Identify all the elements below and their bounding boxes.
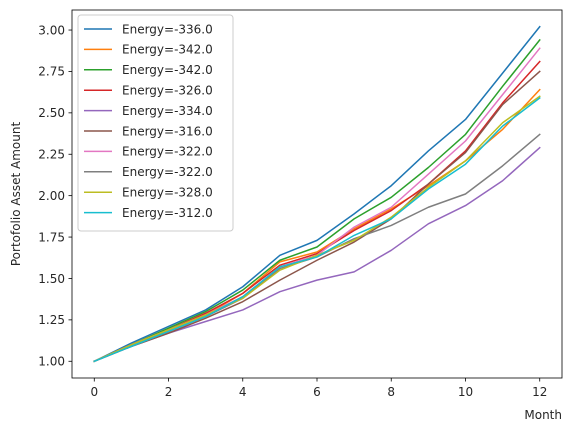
y-tick-label: 1.25 bbox=[38, 313, 65, 327]
y-tick-label: 1.00 bbox=[38, 355, 65, 369]
x-tick-label: 6 bbox=[313, 385, 321, 399]
x-tick-label: 10 bbox=[458, 385, 473, 399]
x-tick-label: 0 bbox=[90, 385, 98, 399]
x-tick-label: 4 bbox=[239, 385, 247, 399]
series-line-2 bbox=[93, 38, 541, 363]
legend-label-7: Energy=-322.0 bbox=[122, 165, 213, 179]
x-tick-label: 12 bbox=[532, 385, 547, 399]
x-axis-label: Month bbox=[524, 408, 562, 422]
legend: Energy=-336.0 Energy=-342.0 Energy=-342.0 E… bbox=[77, 14, 234, 232]
y-axis-label: Portofolio Asset Amount bbox=[9, 122, 23, 267]
y-tick-label: 1.50 bbox=[38, 272, 65, 286]
legend-label-9: Energy=-312.0 bbox=[122, 206, 213, 220]
legend-label-8: Energy=-328.0 bbox=[122, 186, 213, 200]
y-tick-label: 2.75 bbox=[38, 65, 65, 79]
legend-box bbox=[77, 14, 234, 232]
y-tick-label: 2.00 bbox=[38, 189, 65, 203]
legend-label-6: Energy=-322.0 bbox=[122, 145, 213, 159]
y-tick-label: 2.50 bbox=[38, 106, 65, 120]
series-line-5 bbox=[93, 70, 541, 363]
series-line-0 bbox=[93, 25, 541, 363]
y-tick-label: 3.00 bbox=[38, 23, 65, 37]
legend-label-5: Energy=-316.0 bbox=[122, 124, 213, 138]
series-line-8 bbox=[93, 95, 541, 363]
y-tick-label: 2.25 bbox=[38, 148, 65, 162]
x-tick-label: 2 bbox=[165, 385, 173, 399]
x-tick-label: 8 bbox=[387, 385, 395, 399]
legend-label-3: Energy=-326.0 bbox=[122, 84, 213, 98]
legend-label-4: Energy=-334.0 bbox=[122, 104, 213, 118]
series-line-9 bbox=[93, 96, 541, 363]
legend-label-2: Energy=-342.0 bbox=[122, 63, 213, 77]
y-tick-label: 1.75 bbox=[38, 230, 65, 244]
tick-marks-and-labels: 0 2 4 6 8 10 12 1.00 1.25 1.50 1.75 2.00 2.25 2.50 2.7… bbox=[38, 23, 547, 399]
series-lines bbox=[93, 25, 541, 363]
legend-label-1: Energy=-342.0 bbox=[122, 43, 213, 57]
legend-label-0: Energy=-336.0 bbox=[122, 22, 213, 36]
